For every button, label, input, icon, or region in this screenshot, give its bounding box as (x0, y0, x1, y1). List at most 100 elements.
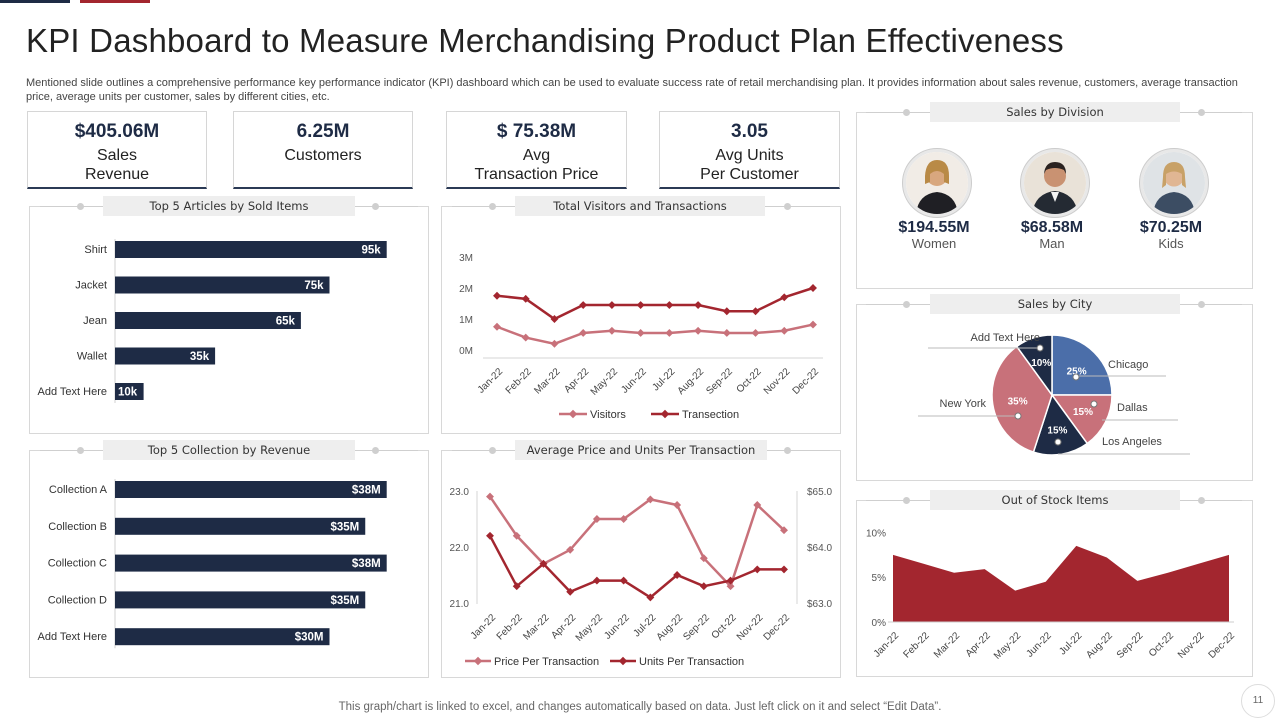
slice-name-label: Dallas (1117, 402, 1148, 414)
title-dot (784, 203, 791, 210)
x-tick-label: Sep-22 (1115, 630, 1146, 661)
articles-chart-title: Top 5 Articles by Sold Items (103, 196, 355, 216)
series-line-visitors (496, 323, 814, 346)
man-avatar-icon (1021, 149, 1089, 217)
data-point (486, 531, 494, 540)
title-dot (77, 447, 84, 454)
kpi-card-avg-units: 3.05 Avg Units Per Customer (659, 111, 840, 189)
callout-dot (1036, 344, 1044, 352)
category-label: Add Text Here (37, 631, 107, 643)
data-point (753, 565, 762, 574)
x-tick-label: Jun-22 (602, 612, 632, 642)
y-tick-label: 1M (459, 315, 473, 326)
data-point (751, 328, 760, 337)
data-point (809, 320, 817, 329)
data-label: $38M (352, 558, 381, 570)
category-label: Collection C (48, 558, 107, 570)
x-tick-label: Oct-22 (1147, 630, 1176, 659)
x-tick-label: Jan-22 (872, 630, 902, 660)
kpi-value: $405.06M (74, 121, 160, 142)
x-tick-label: May-22 (992, 630, 1024, 662)
collections-chart-title: Top 5 Collection by Revenue (103, 440, 355, 460)
page-title: KPI Dashboard to Measure Merchandising P… (26, 22, 1064, 59)
x-tick-label: Oct-22 (735, 366, 764, 395)
stock-chart-title: Out of Stock Items (930, 490, 1180, 510)
slice-value-label: 25% (1067, 366, 1087, 377)
x-tick-label: Nov-22 (1176, 630, 1207, 661)
data-point (673, 501, 682, 509)
bar (115, 481, 387, 498)
x-tick-label: Jun-22 (619, 366, 649, 396)
bar (115, 554, 387, 572)
page-number: 11 (1241, 684, 1275, 718)
bar (115, 591, 366, 609)
x-tick-label: Aug-22 (676, 366, 707, 397)
title-dot (372, 203, 379, 210)
data-point (722, 307, 731, 316)
y-tick-label: 5% (872, 573, 887, 584)
x-tick-label: Apr-22 (562, 366, 591, 395)
title-dot (1198, 301, 1205, 308)
title-dot (489, 203, 496, 210)
data-label: 95k (362, 245, 382, 257)
legend-label: Transection (682, 409, 739, 421)
title-dot (489, 447, 496, 454)
avgprice-chart-title: Average Price and Units Per Transaction (515, 440, 767, 460)
x-tick-label: Jan-22 (476, 366, 506, 396)
callout-dot (1014, 412, 1022, 420)
kpi-label: Avg Units Per Customer (700, 147, 799, 183)
x-tick-label: May-22 (589, 366, 621, 398)
series-line (488, 535, 784, 599)
data-point (579, 328, 588, 337)
kpi-card-avg-transaction-price: $ 75.38M Avg Transaction Price (446, 111, 627, 189)
callout-dot (1072, 373, 1080, 381)
category-label: Collection B (48, 521, 107, 533)
data-label: 75k (304, 280, 324, 292)
division-value-man: $68.58M (1020, 219, 1084, 236)
division-value-women: $194.55M (898, 219, 970, 236)
x-tick-label: Mar-22 (932, 630, 962, 660)
title-dot (903, 109, 910, 116)
kpi-label: Sales Revenue (84, 147, 150, 183)
x-tick-label: Nov-22 (762, 366, 793, 397)
data-label: 65k (276, 316, 296, 328)
legend-label: Visitors (590, 409, 626, 421)
x-tick-label: Feb-22 (495, 612, 525, 642)
kid-avatar-icon (1140, 149, 1208, 217)
stock-area-chart: 0% 5% 10% Jan-22 Feb-22 Mar-22 Apr-22 May-22 Jun… (866, 528, 1237, 662)
data-point (694, 326, 703, 335)
data-point (607, 326, 616, 335)
title-dot (1198, 497, 1205, 504)
y-tick-label: 3M (459, 253, 473, 264)
legend-label: Price Per Transaction (494, 656, 599, 668)
avgprice-line-chart: 21.022.023.0$63.0$64.0$65.0Jan-22Feb-22M… (450, 487, 833, 668)
slice-name-label: Add Text Here (970, 332, 1040, 344)
bar (115, 383, 144, 400)
category-label: Jacket (75, 280, 107, 292)
callout-dot (1090, 400, 1098, 408)
x-tick-label: Jun-22 (1024, 630, 1054, 660)
x-tick-label: Sep-22 (704, 366, 735, 397)
articles-bar-chart: Shirt 95k Jacket 75k Jean 65k Wallet 35k Add Tex… (37, 239, 387, 403)
panel-visitors-transactions (441, 206, 841, 434)
category-label: Collection A (49, 484, 108, 496)
title-dot (77, 203, 84, 210)
collections-bar-chart: Collection A $38M Collection B $35M Collecti… (37, 479, 387, 649)
data-point (493, 322, 501, 331)
kpi-value: 6.25M (296, 121, 350, 142)
x-tick-label: Nov-22 (735, 612, 766, 643)
top-accent-bar-red (80, 0, 150, 3)
category-label: Wallet (77, 351, 107, 363)
data-point (780, 326, 789, 335)
data-label: 35k (190, 351, 210, 363)
data-point (646, 495, 655, 504)
legend-marker (568, 409, 578, 419)
legend-label: Units Per Transaction (639, 656, 744, 668)
x-tick-label: Sep-22 (681, 612, 712, 643)
page-subtitle: Mentioned slide outlines a comprehensive… (26, 77, 1238, 103)
data-point (512, 582, 521, 591)
data-point (780, 565, 788, 574)
panel-average-price (441, 450, 841, 678)
data-point (780, 293, 789, 302)
x-tick-label: Aug-22 (655, 612, 686, 643)
